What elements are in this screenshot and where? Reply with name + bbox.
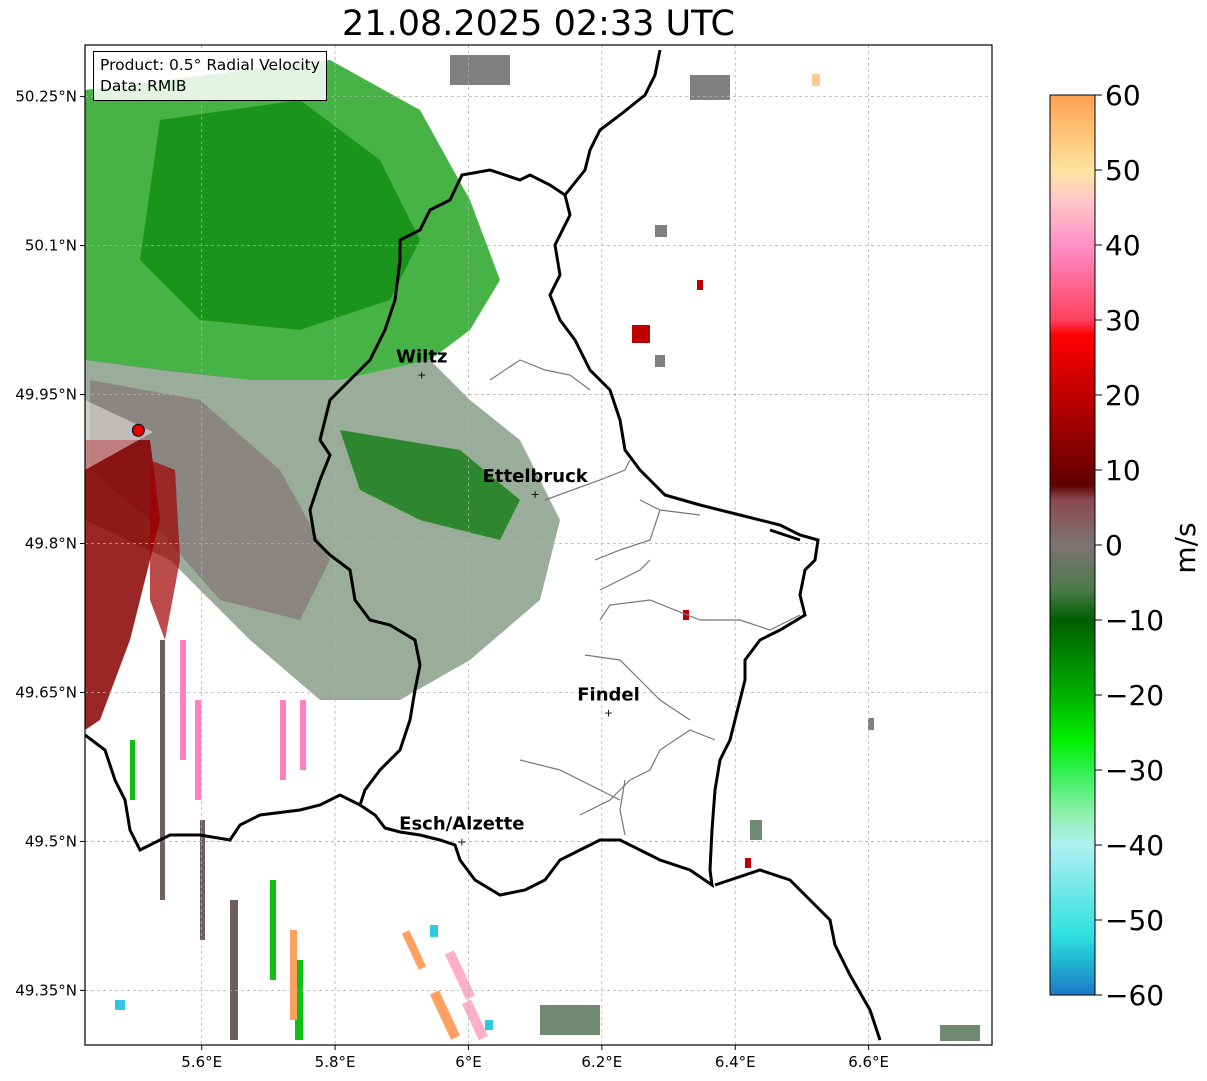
- lon-tick-label: 5.6°E: [181, 1053, 222, 1071]
- colorbar-gradient: [1049, 94, 1096, 996]
- lat-tick-label: 50.25°N: [15, 88, 77, 106]
- city-label: Esch/Alzette: [399, 813, 524, 834]
- colorbar-tick-label: −50: [1105, 904, 1164, 937]
- city-marker: +: [417, 369, 426, 382]
- product-text: Product: 0.5° Radial Velocity: [100, 56, 320, 74]
- lat-tick-label: 49.5°N: [25, 832, 77, 850]
- city-marker: +: [604, 706, 613, 719]
- data-source-text: Data: RMIB: [100, 77, 187, 95]
- city-marker: +: [457, 835, 466, 848]
- lat-tick-label: 49.35°N: [15, 981, 77, 999]
- lon-tick-label: 5.8°E: [315, 1053, 356, 1071]
- colorbar-unit-label: m/s: [1169, 522, 1202, 573]
- city-label: Findel: [577, 684, 640, 705]
- colorbar-tick-label: 10: [1105, 454, 1141, 487]
- lon-tick-label: 6.4°E: [715, 1053, 756, 1071]
- colorbar-tick-label: 30: [1105, 304, 1141, 337]
- radar-site-marker: [131, 423, 145, 437]
- colorbar-ticks: 60 50 40 30 20 10 0 −10 −20 −30 −40 −50 −60: [1095, 79, 1164, 1012]
- colorbar-tick-label: 40: [1105, 229, 1141, 262]
- lat-tick-label: 49.8°N: [25, 535, 77, 553]
- colorbar-tick-label: −40: [1105, 829, 1164, 862]
- map-frame: [84, 44, 993, 1046]
- city-labels: +Wiltz+Ettelbruck+Findel+Esch/Alzette: [396, 347, 640, 849]
- country-borders: [85, 49, 882, 1041]
- lat-tick-label: 49.65°N: [15, 683, 77, 701]
- lon-tick-label: 6.6°E: [848, 1053, 889, 1071]
- city-marker: +: [531, 488, 540, 501]
- map-axis-ticks: 5.6°E 5.8°E 6°E 6.2°E 6.4°E 6.6°E 49.35°N 49.5°…: [15, 88, 889, 1071]
- map-gridlines: [85, 45, 992, 1045]
- colorbar-tick-label: −30: [1105, 754, 1164, 787]
- product-info-box: Product: 0.5° Radial Velocity Data: RMIB: [93, 51, 327, 101]
- lat-tick-label: 50.1°N: [25, 237, 77, 255]
- colorbar-tick-label: 50: [1105, 154, 1141, 187]
- map-title: 21.08.2025 02:33 UTC: [342, 4, 735, 44]
- colorbar-tick-label: −10: [1105, 604, 1164, 637]
- colorbar-tick-label: 20: [1105, 379, 1141, 412]
- colorbar-tick-label: 0: [1105, 529, 1123, 562]
- velocity-colorbar: 60 50 40 30 20 10 0 −10 −20 −30 −40 −50 −60 m/s: [1049, 79, 1202, 1012]
- colorbar-tick-label: −60: [1105, 979, 1164, 1012]
- lat-tick-label: 49.95°N: [15, 386, 77, 404]
- city-label: Ettelbruck: [483, 466, 589, 487]
- colorbar-tick-label: 60: [1105, 79, 1141, 112]
- lon-tick-label: 6.2°E: [581, 1053, 622, 1071]
- radar-velocity-echoes: [85, 55, 980, 1041]
- lon-tick-label: 6°E: [455, 1053, 482, 1071]
- map-plot-area[interactable]: +Wiltz+Ettelbruck+Findel+Esch/Alzette: [84, 44, 993, 1046]
- colorbar-tick-label: −20: [1105, 679, 1164, 712]
- city-label: Wiltz: [396, 347, 447, 368]
